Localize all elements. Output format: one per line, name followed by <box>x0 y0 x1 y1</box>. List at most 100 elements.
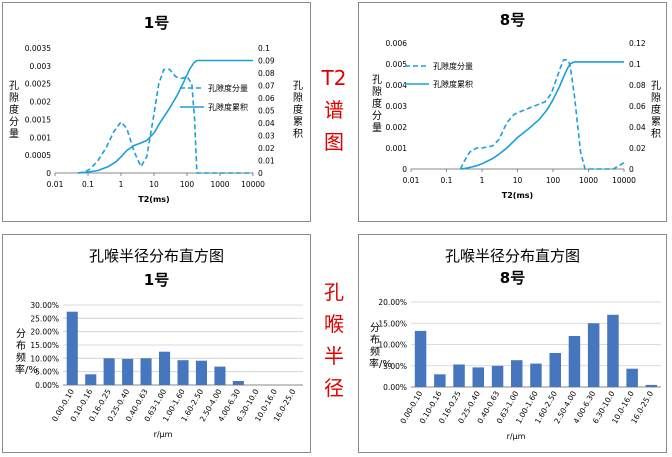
y2-tick-label: 0.01 <box>258 157 275 166</box>
bar <box>232 381 244 385</box>
x-tick-label: 100 <box>180 180 195 189</box>
t2-chart-8: 0.01 0.1 1 10 100 1000 10000 0 0.001 0.002 0.003 0.… <box>386 39 646 200</box>
pore-chart-panel-1: 孔喉半径分布直方图 1号 分布频率/% 0.00% 5.00% 10.00% 15.0… <box>2 234 311 453</box>
y2-tick-label: 0.04 <box>258 119 275 128</box>
y2-tick-label: 0.07 <box>258 82 275 91</box>
bar <box>549 353 561 387</box>
x-tick-label: 0.01 <box>47 180 64 189</box>
y2-tick-label: 0.08 <box>629 81 646 90</box>
y-tick-label: 0 <box>402 165 407 174</box>
y-tick-label: 0.00% <box>35 381 59 390</box>
y2-tick-label: 0.02 <box>258 144 275 153</box>
y-tick-label: 10.00% <box>30 354 59 363</box>
legend-label: 孔隙度分量 <box>208 83 248 93</box>
y-tick-label: 0.0015 <box>25 115 51 124</box>
y2-tick-label: 0.09 <box>258 57 275 66</box>
x-axis-label: r/μm <box>507 432 526 441</box>
y-tick-label: 10.00% <box>378 341 407 350</box>
bar <box>195 360 207 385</box>
pore-chart-panel-8: 孔喉半径分布直方图 8号 分布频率/% 0.00% 5.00% 10.00% 15.0… <box>358 234 667 453</box>
side-label-char: 径 <box>324 376 344 400</box>
y-tick-label: 0.003 <box>30 62 52 71</box>
y-tick-label: 0.002 <box>30 98 52 107</box>
chart-title: 1号 <box>143 14 170 32</box>
y-tick-label: 30.00% <box>30 301 59 310</box>
x-tick-label: 0.1 <box>82 180 94 189</box>
x-tick-label: 10 <box>513 176 523 185</box>
y2-tick-label: 0.02 <box>629 144 646 153</box>
y2-tick-label: 0.08 <box>258 69 275 78</box>
y-tick-label: 0 <box>46 169 51 178</box>
bar <box>472 367 484 387</box>
legend-label: 孔隙度累积 <box>433 79 473 89</box>
bar <box>491 365 504 388</box>
bar <box>103 358 115 385</box>
y-tick-label: 0.0025 <box>25 80 51 89</box>
x-tick-label: 0.1 <box>441 176 453 185</box>
y2-tick-label: 0.1 <box>629 60 641 69</box>
x-tick-label: 10000 <box>241 180 265 189</box>
side-label-char: 喉 <box>324 312 344 336</box>
y-tick-label: 5.00% <box>383 362 407 371</box>
y2-tick-label: 0.05 <box>258 107 275 116</box>
x-tick-label: 1000 <box>579 176 598 185</box>
bar <box>511 360 523 387</box>
chart-title: 孔喉半径分布直方图 <box>444 247 580 265</box>
y2-tick-label: 0.03 <box>258 132 275 141</box>
chart-subtitle: 1号 <box>143 271 170 289</box>
legend-label: 孔隙度累积 <box>208 102 248 112</box>
bar <box>568 336 581 387</box>
bar <box>214 366 226 385</box>
y-tick-label: 15.00% <box>378 319 407 328</box>
bar <box>85 374 97 385</box>
x-tick-label: 1 <box>119 180 124 189</box>
t2-chart-panel-8: 8号 孔隙度分量 孔隙度累积 0.01 0.1 1 10 100 1000 10000 0 0.… <box>358 2 667 222</box>
bar <box>645 384 658 387</box>
side-label-char: 谱 <box>324 98 344 122</box>
y-tick-label: 0.0035 <box>25 44 51 53</box>
bar <box>587 323 600 388</box>
y-axis-label-left: 孔隙度分量 <box>372 75 382 134</box>
bar <box>434 374 446 388</box>
bar <box>530 363 542 387</box>
y2-tick-label: 0 <box>258 169 263 178</box>
side-label-char: T2 <box>321 66 347 90</box>
x-tick-label: 1 <box>480 176 485 185</box>
y-tick-label: 25.00% <box>30 314 59 323</box>
x-tick-label: 100 <box>546 176 561 185</box>
x-tick-label: 0.01 <box>403 176 420 185</box>
y-tick-label: 0.001 <box>386 144 408 153</box>
bar <box>122 358 134 385</box>
y-axis-label: 分布频率/% <box>369 323 392 370</box>
y-tick-label: 0.001 <box>30 133 52 142</box>
t2-chart-1: 0.01 0.1 1 10 100 1000 10000 0 0.0005 0.001 0.0015… <box>25 44 275 204</box>
series-line-component <box>459 58 625 170</box>
legend-label: 孔隙度分量 <box>433 61 473 71</box>
x-tick-label: 10000 <box>612 176 636 185</box>
y2-tick-label: 0.06 <box>258 94 275 103</box>
y2-tick-label: 0.1 <box>258 44 270 53</box>
y-tick-label: 0.0005 <box>25 151 51 160</box>
y-tick-label: 15.00% <box>30 341 59 350</box>
x-tick-label: 1000 <box>210 180 229 189</box>
x-tick-label: 10 <box>149 180 159 189</box>
y-tick-label: 20.00% <box>30 328 59 337</box>
y-tick-label: 0.006 <box>386 39 408 48</box>
series-line-cumulative <box>78 59 253 174</box>
y-axis-label-right: 孔隙度累积 <box>293 81 303 140</box>
y-axis-label-left: 孔隙度分量 <box>9 81 19 140</box>
side-label-char: 孔 <box>324 280 344 304</box>
side-label-pore: 孔 喉 半 径 <box>316 276 352 404</box>
y2-tick-label: 0.04 <box>629 123 646 132</box>
side-label-t2: T2 谱 图 <box>316 62 352 158</box>
bar <box>414 330 427 387</box>
y-tick-label: 5.00% <box>35 368 59 377</box>
series-line-component <box>77 68 253 174</box>
chart-title: 孔喉半径分布直方图 <box>88 247 224 265</box>
y2-tick-label: 0.06 <box>629 102 646 111</box>
bar <box>453 364 465 387</box>
bar <box>66 311 78 385</box>
x-axis-label: T2(ms) <box>138 195 169 204</box>
y-tick-label: 0.004 <box>386 81 408 90</box>
chart-subtitle: 8号 <box>499 269 526 287</box>
